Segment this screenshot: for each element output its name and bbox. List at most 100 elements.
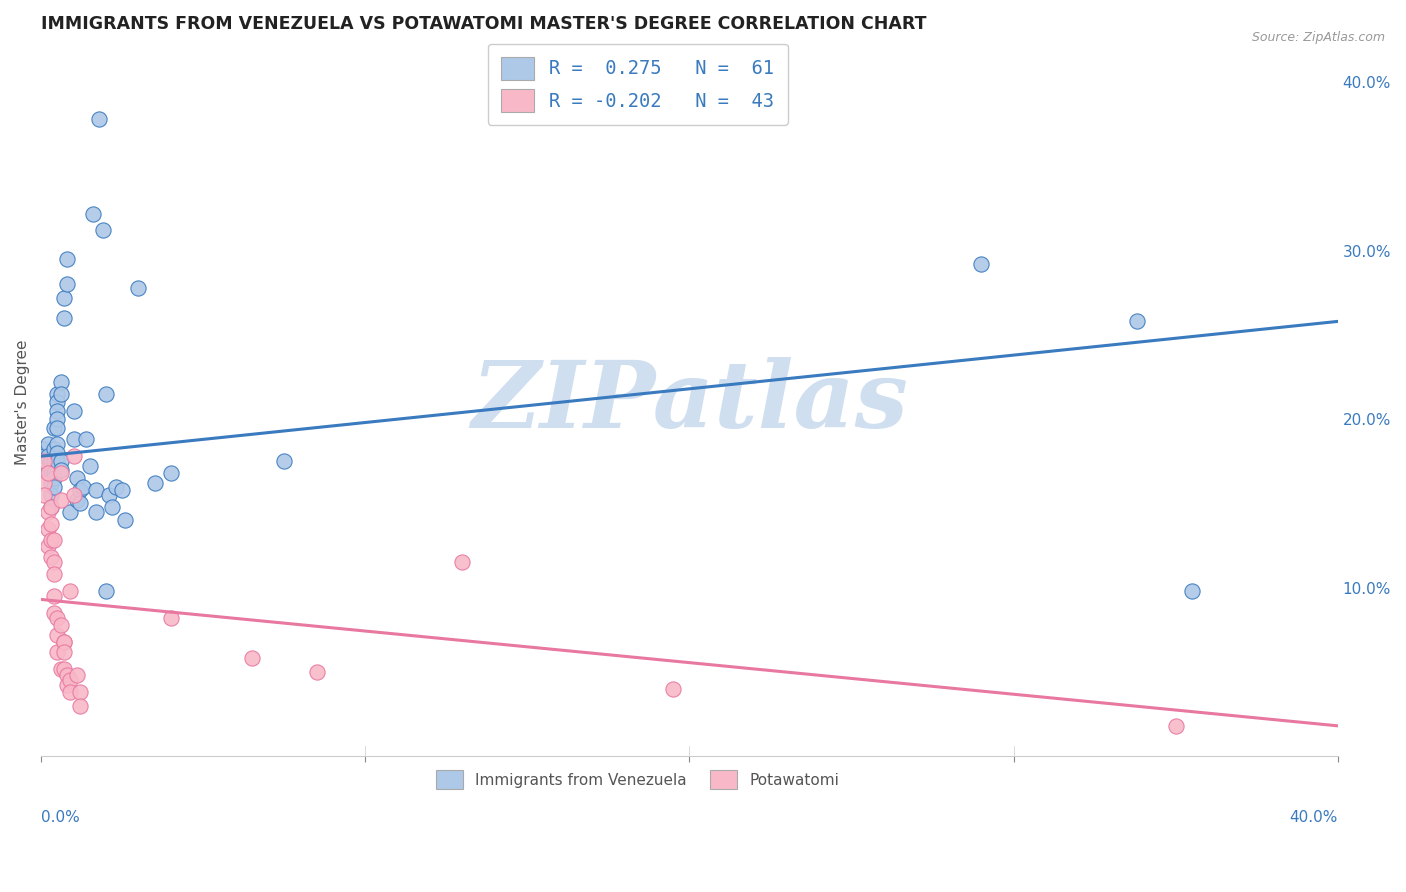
Point: [52, 645, 75, 659]
Point: [52, 634, 75, 648]
Point: [39, 500, 62, 514]
Point: [56, 678, 79, 692]
Point: [970, 257, 993, 271]
Point: [46, 395, 69, 409]
Point: [1125, 314, 1147, 328]
Point: [91, 223, 114, 237]
Point: [59, 685, 82, 699]
Point: [49, 466, 72, 480]
Point: [159, 466, 181, 480]
Point: [62, 403, 84, 417]
Point: [37, 466, 59, 480]
Point: [159, 611, 181, 625]
Point: [42, 555, 65, 569]
Point: [69, 496, 91, 510]
Point: [305, 665, 328, 679]
Text: 0.0%: 0.0%: [41, 810, 80, 825]
Point: [52, 311, 75, 326]
Point: [37, 449, 59, 463]
Point: [39, 533, 62, 548]
Point: [451, 555, 474, 569]
Point: [39, 476, 62, 491]
Point: [62, 449, 84, 463]
Point: [46, 437, 69, 451]
Point: [79, 459, 101, 474]
Point: [39, 550, 62, 565]
Point: [34, 476, 56, 491]
Point: [56, 277, 79, 292]
Point: [56, 252, 79, 266]
Point: [46, 403, 69, 417]
Text: Source: ZipAtlas.com: Source: ZipAtlas.com: [1251, 31, 1385, 45]
Point: [94, 387, 117, 401]
Point: [111, 483, 134, 497]
Point: [42, 589, 65, 603]
Point: [69, 685, 91, 699]
Point: [143, 476, 166, 491]
Point: [62, 488, 84, 502]
Point: [104, 479, 127, 493]
Point: [59, 505, 82, 519]
Point: [42, 454, 65, 468]
Point: [34, 442, 56, 457]
Point: [82, 206, 104, 220]
Point: [46, 420, 69, 434]
Point: [37, 437, 59, 451]
Point: [101, 500, 124, 514]
Point: [42, 567, 65, 582]
Point: [34, 454, 56, 468]
Point: [89, 112, 111, 127]
Point: [56, 668, 79, 682]
Text: 40.0%: 40.0%: [1289, 810, 1337, 825]
Point: [46, 628, 69, 642]
Point: [46, 611, 69, 625]
Point: [42, 479, 65, 493]
Point: [69, 483, 91, 497]
Point: [66, 493, 89, 508]
Point: [52, 661, 75, 675]
Point: [34, 449, 56, 463]
Text: ZIPatlas: ZIPatlas: [471, 358, 908, 447]
Point: [46, 446, 69, 460]
Point: [84, 483, 107, 497]
Legend: Immigrants from Venezuela, Potawatomi: Immigrants from Venezuela, Potawatomi: [426, 761, 849, 798]
Point: [37, 522, 59, 536]
Point: [34, 488, 56, 502]
Point: [662, 681, 685, 696]
Point: [98, 488, 121, 502]
Point: [62, 433, 84, 447]
Point: [39, 500, 62, 514]
Point: [42, 442, 65, 457]
Point: [59, 584, 82, 599]
Point: [42, 420, 65, 434]
Point: [46, 387, 69, 401]
Point: [42, 471, 65, 485]
Point: [1164, 719, 1187, 733]
Point: [49, 493, 72, 508]
Point: [84, 505, 107, 519]
Point: [49, 617, 72, 632]
Point: [66, 668, 89, 682]
Point: [49, 454, 72, 468]
Point: [37, 505, 59, 519]
Point: [49, 463, 72, 477]
Point: [59, 673, 82, 688]
Point: [49, 661, 72, 675]
Point: [49, 375, 72, 389]
Point: [52, 291, 75, 305]
Point: [273, 454, 295, 468]
Point: [39, 516, 62, 531]
Point: [49, 387, 72, 401]
Point: [46, 645, 69, 659]
Point: [72, 479, 94, 493]
Y-axis label: Master's Degree: Master's Degree: [15, 340, 30, 465]
Point: [127, 281, 149, 295]
Point: [52, 634, 75, 648]
Point: [240, 651, 263, 665]
Point: [94, 584, 117, 599]
Point: [69, 698, 91, 713]
Point: [39, 454, 62, 468]
Text: IMMIGRANTS FROM VENEZUELA VS POTAWATOMI MASTER'S DEGREE CORRELATION CHART: IMMIGRANTS FROM VENEZUELA VS POTAWATOMI …: [41, 15, 927, 33]
Point: [37, 463, 59, 477]
Point: [39, 466, 62, 480]
